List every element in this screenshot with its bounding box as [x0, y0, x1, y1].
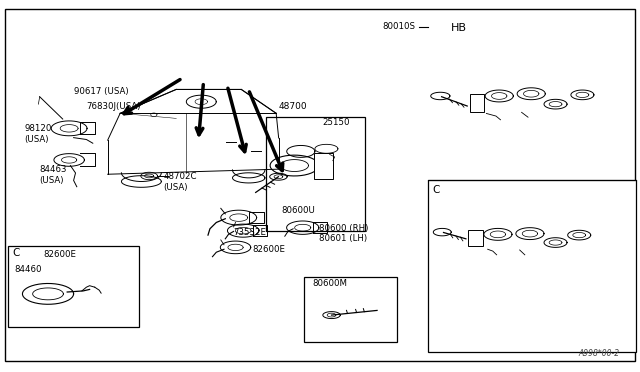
Text: 48700: 48700	[278, 102, 307, 110]
Bar	[314, 153, 333, 179]
Text: 84463: 84463	[40, 165, 67, 174]
Text: 76830J(USA): 76830J(USA)	[86, 102, 141, 110]
Text: 84460: 84460	[14, 265, 42, 274]
Text: 82600E: 82600E	[44, 250, 77, 259]
Text: HB: HB	[451, 23, 467, 33]
Text: A998*00-2: A998*00-2	[579, 349, 620, 358]
Text: (USA): (USA)	[40, 176, 64, 185]
Bar	[8, 246, 139, 327]
Text: C: C	[433, 185, 440, 195]
Text: 98120: 98120	[24, 124, 52, 133]
Text: 73532E: 73532E	[234, 228, 267, 237]
Bar	[266, 117, 365, 231]
Bar	[470, 94, 484, 112]
Text: 90617 (USA): 90617 (USA)	[74, 87, 128, 96]
Text: C: C	[13, 248, 20, 258]
Text: 25150: 25150	[322, 118, 349, 127]
Text: 82600E: 82600E	[253, 245, 286, 254]
Text: 80600U: 80600U	[282, 206, 316, 215]
Text: 80600M: 80600M	[312, 279, 348, 288]
Bar	[468, 230, 483, 246]
Text: 80601 (LH): 80601 (LH)	[319, 234, 367, 243]
Bar	[428, 180, 636, 352]
Text: (USA): (USA)	[24, 135, 49, 144]
Text: 48702C: 48702C	[163, 172, 196, 181]
Text: (USA): (USA)	[163, 183, 188, 192]
Text: 80600 (RH): 80600 (RH)	[319, 224, 368, 233]
Bar	[304, 277, 397, 342]
Text: 80010S: 80010S	[382, 22, 415, 31]
